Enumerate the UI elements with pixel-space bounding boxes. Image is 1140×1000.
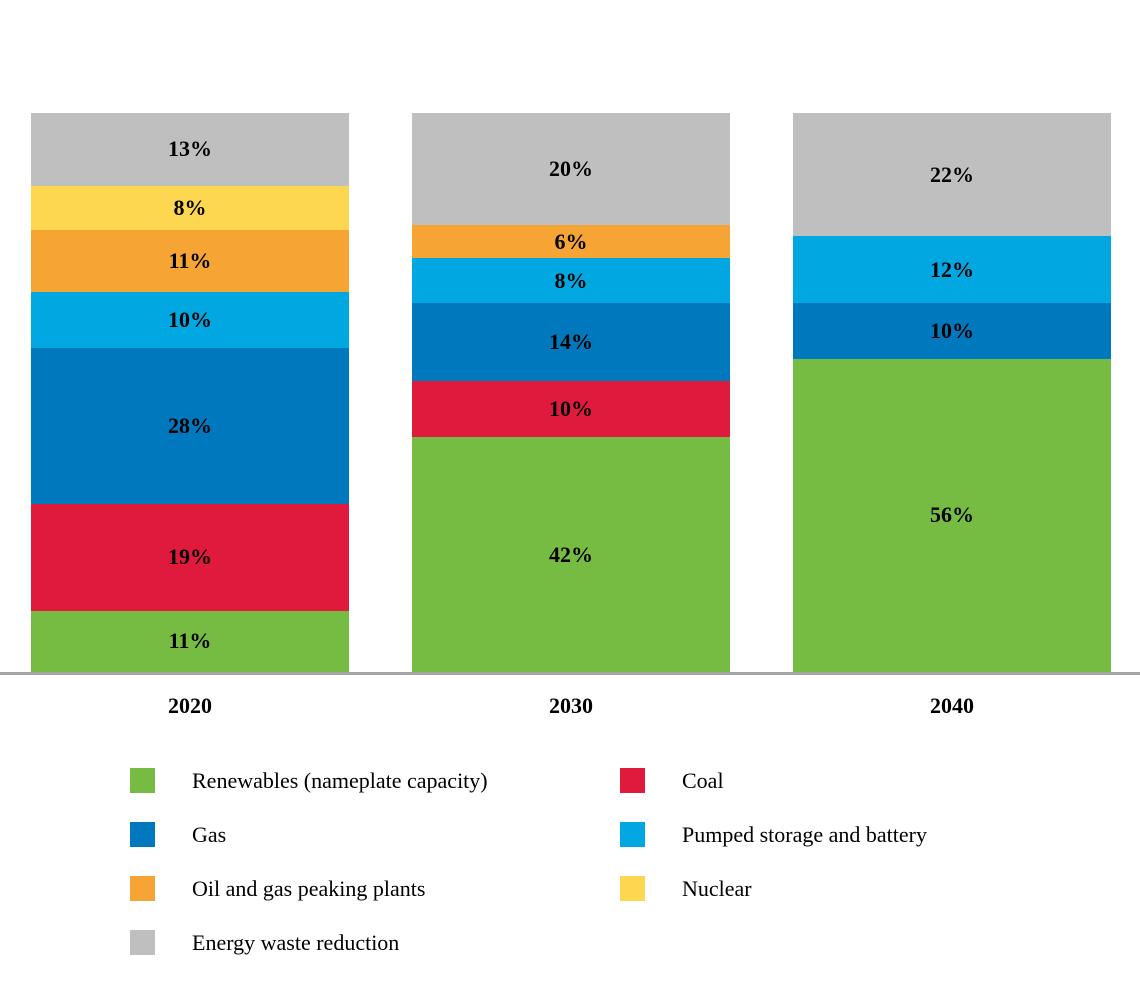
bar-segment: 11%	[31, 230, 349, 292]
stacked-bar-2030: 42% 10% 14% 8% 6% 20%	[412, 113, 730, 672]
segment-label: 56%	[930, 502, 974, 528]
legend-item: Gas	[130, 822, 488, 847]
segment-label: 10%	[930, 318, 974, 344]
segment-label: 22%	[930, 161, 974, 187]
legend-label: Energy waste reduction	[192, 929, 400, 955]
x-axis-line	[0, 672, 1140, 675]
chart-legend: Renewables (nameplate capacity) Gas Oil an…	[0, 768, 1140, 978]
bar-segment: 12%	[793, 236, 1111, 304]
segment-label: 8%	[173, 195, 207, 221]
segment-label: 19%	[168, 544, 212, 570]
bar-segment: 20%	[412, 113, 730, 225]
legend-swatch-icon	[620, 822, 645, 847]
legend-label: Pumped storage and battery	[682, 821, 927, 847]
segment-label: 10%	[549, 396, 593, 422]
legend-label: Oil and gas peaking plants	[192, 875, 426, 901]
bar-segment: 8%	[31, 185, 349, 231]
bar-segment: 10%	[793, 303, 1111, 359]
x-axis-labels: 2020 2030 2040	[0, 693, 1140, 723]
segment-label: 12%	[930, 256, 974, 282]
legend-swatch-icon	[620, 768, 645, 793]
bar-segment: 8%	[412, 258, 730, 304]
stacked-bar-2020: 11% 19% 28% 10% 11% 8% 13%	[31, 113, 349, 672]
bar-segment: 13%	[31, 113, 349, 186]
bar-segment: 11%	[31, 610, 349, 672]
segment-label: 14%	[549, 329, 593, 355]
bar-segment: 10%	[412, 381, 730, 438]
legend-item: Coal	[620, 768, 927, 793]
legend-label: Coal	[682, 767, 724, 793]
bar-segment: 14%	[412, 303, 730, 382]
bar-segment: 19%	[31, 504, 349, 611]
stacked-bar-2040: 56% 10% 12% 22%	[793, 113, 1111, 672]
legend-item: Renewables (nameplate capacity)	[130, 768, 488, 793]
legend-item: Nuclear	[620, 876, 927, 901]
segment-label: 42%	[549, 541, 593, 567]
legend-label: Renewables (nameplate capacity)	[192, 767, 488, 793]
segment-label: 13%	[168, 136, 212, 162]
x-axis-tick-label: 2040	[930, 693, 974, 718]
segment-label: 11%	[168, 628, 212, 654]
x-axis-tick-label: 2030	[549, 693, 593, 718]
segment-label: 8%	[554, 267, 588, 293]
legend-column: Renewables (nameplate capacity) Gas Oil an…	[130, 768, 488, 984]
legend-swatch-icon	[620, 876, 645, 901]
legend-label: Gas	[192, 821, 227, 847]
legend-swatch-icon	[130, 768, 155, 793]
legend-label: Nuclear	[682, 875, 752, 901]
legend-swatch-icon	[130, 822, 155, 847]
segment-label: 10%	[168, 306, 212, 332]
legend-swatch-icon	[130, 930, 155, 955]
legend-item: Pumped storage and battery	[620, 822, 927, 847]
segment-label: 28%	[168, 413, 212, 439]
bar-segment: 56%	[793, 358, 1111, 672]
x-axis-tick-label: 2020	[168, 693, 212, 718]
legend-column: Coal Pumped storage and battery Nuclear	[620, 768, 927, 930]
legend-swatch-icon	[130, 876, 155, 901]
legend-item: Energy waste reduction	[130, 930, 488, 955]
bar-segment: 42%	[412, 437, 730, 672]
bar-segment: 6%	[412, 224, 730, 259]
bar-segment: 22%	[793, 113, 1111, 236]
segment-label: 11%	[168, 248, 212, 274]
bar-segment: 10%	[31, 291, 349, 348]
segment-label: 6%	[554, 228, 588, 254]
chart-plot-area: 11% 19% 28% 10% 11% 8% 13% 42% 10% 14% 8% 6% 20% 56% 1…	[0, 113, 1140, 672]
segment-label: 20%	[549, 155, 593, 181]
bar-segment: 28%	[31, 347, 349, 505]
legend-item: Oil and gas peaking plants	[130, 876, 488, 901]
